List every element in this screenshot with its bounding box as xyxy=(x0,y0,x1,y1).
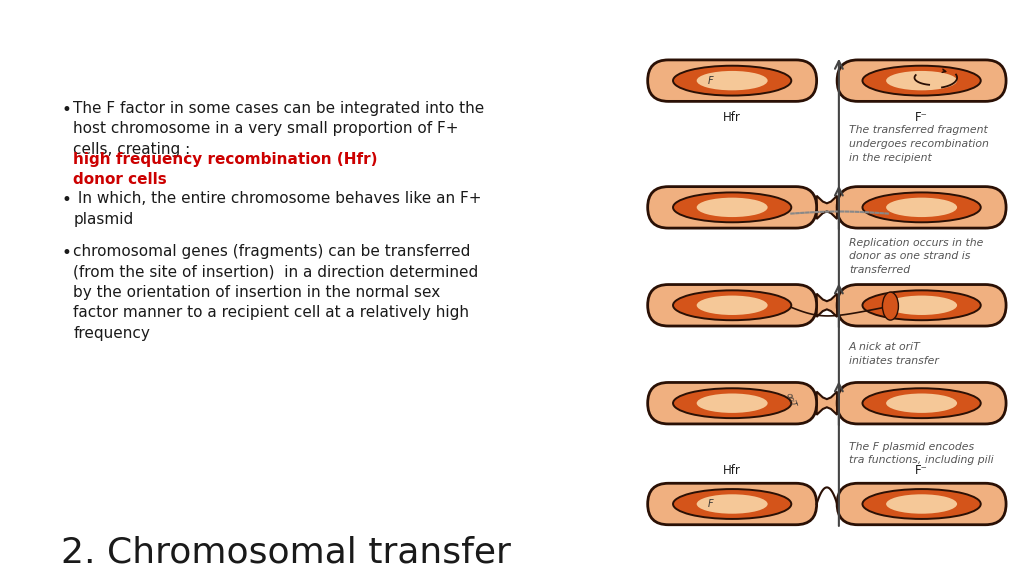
Text: chromosomal genes (fragments) can be transferred
(from the site of insertion)  i: chromosomal genes (fragments) can be tra… xyxy=(74,244,478,340)
Polygon shape xyxy=(817,294,838,317)
Text: Hfr: Hfr xyxy=(723,111,741,124)
Text: •: • xyxy=(61,191,72,209)
Text: Replication occurs in the
donor as one strand is
transferred: Replication occurs in the donor as one s… xyxy=(849,238,983,275)
FancyBboxPatch shape xyxy=(838,483,1006,525)
FancyBboxPatch shape xyxy=(647,382,817,424)
Text: The F plasmid encodes
tra functions, including pili: The F plasmid encodes tra functions, inc… xyxy=(849,442,993,465)
Ellipse shape xyxy=(673,388,792,418)
FancyBboxPatch shape xyxy=(647,285,817,326)
Text: F⁻: F⁻ xyxy=(915,464,928,478)
Ellipse shape xyxy=(673,489,792,519)
Ellipse shape xyxy=(886,295,957,315)
FancyBboxPatch shape xyxy=(647,187,817,228)
Text: F⁻: F⁻ xyxy=(915,111,928,124)
Text: The transferred fragment
undergoes recombination
in the recipient: The transferred fragment undergoes recom… xyxy=(849,126,989,162)
Text: •: • xyxy=(61,244,72,262)
Ellipse shape xyxy=(886,198,957,217)
Text: In which, the entire chromosome behaves like an F+
plasmid: In which, the entire chromosome behaves … xyxy=(74,191,482,226)
Ellipse shape xyxy=(696,393,768,413)
Ellipse shape xyxy=(862,66,981,96)
Ellipse shape xyxy=(673,66,792,96)
Polygon shape xyxy=(817,196,838,219)
Ellipse shape xyxy=(673,290,792,320)
FancyBboxPatch shape xyxy=(838,187,1006,228)
Ellipse shape xyxy=(862,489,981,519)
Ellipse shape xyxy=(886,393,957,413)
Text: oriT: oriT xyxy=(784,391,798,408)
Polygon shape xyxy=(817,392,838,415)
Text: high frequency recombination (Hfr)
donor cells: high frequency recombination (Hfr) donor… xyxy=(74,152,378,187)
Ellipse shape xyxy=(673,192,792,222)
Ellipse shape xyxy=(862,290,981,320)
Ellipse shape xyxy=(696,494,768,514)
Text: F: F xyxy=(708,75,714,86)
Ellipse shape xyxy=(886,494,957,514)
Ellipse shape xyxy=(862,192,981,222)
FancyBboxPatch shape xyxy=(838,382,1006,424)
Text: A nick at oriT
initiates transfer: A nick at oriT initiates transfer xyxy=(849,343,939,366)
Ellipse shape xyxy=(696,71,768,90)
FancyBboxPatch shape xyxy=(647,60,817,101)
Text: •: • xyxy=(61,101,72,119)
Text: The F factor in some cases can be integrated into the
host chromosome in a very : The F factor in some cases can be integr… xyxy=(74,101,484,157)
Text: 2. Chromosomal transfer: 2. Chromosomal transfer xyxy=(61,536,511,570)
Ellipse shape xyxy=(883,292,898,320)
Ellipse shape xyxy=(886,71,957,90)
FancyBboxPatch shape xyxy=(838,285,1006,326)
Ellipse shape xyxy=(696,198,768,217)
Ellipse shape xyxy=(696,295,768,315)
FancyBboxPatch shape xyxy=(838,60,1006,101)
Ellipse shape xyxy=(862,388,981,418)
Text: F: F xyxy=(708,499,714,509)
FancyBboxPatch shape xyxy=(647,483,817,525)
Text: Hfr: Hfr xyxy=(723,464,741,478)
